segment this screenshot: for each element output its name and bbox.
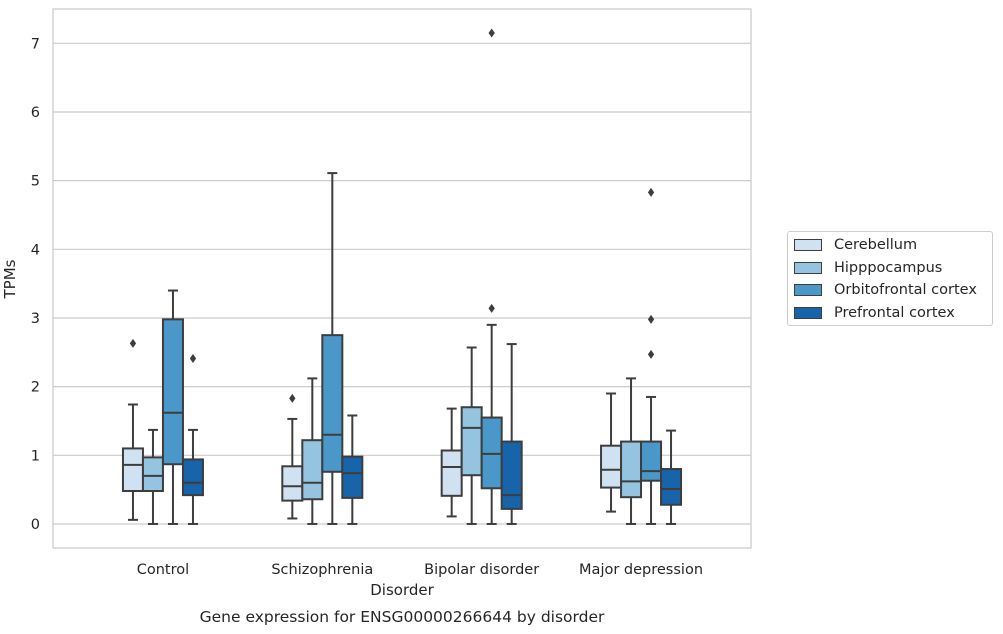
iqr-box-orbitofrontal-cortex-bipolar-disorder bbox=[480, 416, 503, 490]
box-hipppocampus-major-depression bbox=[620, 377, 643, 525]
iqr-box-cerebellum-bipolar-disorder bbox=[440, 449, 463, 497]
iqr-box-orbitofrontal-cortex-schizophrenia bbox=[321, 334, 344, 473]
box-cerebellum-bipolar-disorder bbox=[440, 407, 463, 518]
legend-item-cerebellum: Cerebellum bbox=[794, 236, 917, 254]
outlier-orbitofrontal-cortex-major-depression-1 bbox=[647, 314, 655, 324]
iqr-box-orbitofrontal-cortex-control bbox=[161, 318, 184, 466]
y-tick-label-2: 2 bbox=[31, 380, 40, 396]
legend-label-hippocampus: Hipppocampus bbox=[834, 260, 943, 276]
y-tick-label-1: 1 bbox=[31, 448, 40, 464]
chart-title: Gene expression for ENSG00000266644 by d… bbox=[200, 608, 605, 626]
x-axis-label: Disorder bbox=[370, 581, 434, 599]
iqr-box-cerebellum-control bbox=[121, 447, 144, 493]
iqr-box-hipppocampus-major-depression bbox=[620, 440, 643, 499]
legend-swatch-hippocampus bbox=[794, 262, 822, 274]
y-tick-labels: 0 1 2 3 4 5 6 7 bbox=[31, 36, 40, 533]
x-tick-label-major-depression: Major depression bbox=[579, 562, 703, 578]
legend-swatch-orbitofrontal-cortex bbox=[794, 284, 822, 296]
y-axis-label: TPMs bbox=[1, 259, 19, 299]
outlier-prefrontal-cortex-control-0 bbox=[189, 353, 197, 363]
box-orbitofrontal-cortex-major-depression bbox=[640, 187, 663, 525]
plot-area-frame bbox=[52, 8, 752, 549]
box-prefrontal-cortex-schizophrenia bbox=[341, 414, 364, 525]
outlier-cerebellum-schizophrenia-0 bbox=[289, 393, 296, 403]
legend-swatch-prefrontal-cortex bbox=[794, 307, 822, 319]
iqr-box-cerebellum-major-depression bbox=[600, 444, 623, 489]
box-orbitofrontal-cortex-bipolar-disorder bbox=[480, 28, 503, 525]
box-cerebellum-control bbox=[121, 338, 144, 521]
box-cerebellum-major-depression bbox=[600, 392, 623, 513]
x-tick-label-bipolar-disorder: Bipolar disorder bbox=[424, 562, 539, 578]
iqr-box-prefrontal-cortex-schizophrenia bbox=[341, 455, 364, 499]
legend-label-orbitofrontal-cortex: Orbitofrontal cortex bbox=[834, 282, 977, 298]
y-tick-label-5: 5 bbox=[31, 174, 40, 190]
iqr-box-hipppocampus-control bbox=[141, 456, 164, 493]
legend-swatch-cerebellum bbox=[794, 239, 822, 251]
box-hipppocampus-control bbox=[141, 428, 164, 525]
iqr-box-prefrontal-cortex-control bbox=[181, 458, 204, 497]
y-tick-label-7: 7 bbox=[31, 36, 40, 52]
x-tick-labels: Control Schizophrenia Bipolar disorder Majo… bbox=[137, 562, 703, 578]
box-orbitofrontal-cortex-schizophrenia bbox=[321, 172, 344, 525]
legend-label-prefrontal-cortex: Prefrontal cortex bbox=[834, 305, 955, 321]
legend: Cerebellum Hipppocampus Orbitofrontal co… bbox=[787, 231, 993, 326]
iqr-box-prefrontal-cortex-major-depression bbox=[660, 468, 683, 506]
x-tick-label-control: Control bbox=[137, 562, 189, 578]
legend-item-hippocampus: Hipppocampus bbox=[794, 259, 942, 277]
iqr-box-hipppocampus-schizophrenia bbox=[301, 439, 324, 501]
legend-label-cerebellum: Cerebellum bbox=[834, 237, 918, 253]
legend-item-prefrontal-cortex: Prefrontal cortex bbox=[794, 304, 955, 322]
y-tick-label-4: 4 bbox=[31, 242, 40, 258]
outlier-orbitofrontal-cortex-major-depression-2 bbox=[647, 187, 655, 197]
iqr-box-cerebellum-schizophrenia bbox=[281, 465, 304, 502]
box-prefrontal-cortex-major-depression bbox=[660, 429, 683, 525]
x-tick-label-schizophrenia: Schizophrenia bbox=[271, 562, 373, 578]
outlier-cerebellum-control-0 bbox=[129, 338, 137, 348]
iqr-box-prefrontal-cortex-bipolar-disorder bbox=[500, 440, 523, 510]
iqr-box-hipppocampus-bipolar-disorder bbox=[460, 406, 483, 477]
y-tick-label-0: 0 bbox=[31, 517, 40, 533]
box-prefrontal-cortex-bipolar-disorder bbox=[500, 343, 523, 525]
y-tick-label-6: 6 bbox=[31, 105, 40, 121]
box-prefrontal-cortex-control bbox=[181, 353, 204, 525]
box-hipppocampus-bipolar-disorder bbox=[460, 346, 483, 525]
outlier-orbitofrontal-cortex-bipolar-disorder-0 bbox=[488, 303, 495, 313]
iqr-box-orbitofrontal-cortex-major-depression bbox=[640, 440, 663, 482]
outlier-orbitofrontal-cortex-bipolar-disorder-1 bbox=[488, 28, 495, 38]
boxes-layer bbox=[121, 28, 683, 525]
box-hipppocampus-schizophrenia bbox=[301, 377, 324, 525]
y-tick-label-3: 3 bbox=[31, 311, 40, 327]
box-cerebellum-schizophrenia bbox=[281, 393, 304, 520]
legend-item-orbitofrontal-cortex: Orbitofrontal cortex bbox=[794, 281, 977, 299]
outlier-orbitofrontal-cortex-major-depression-0 bbox=[647, 349, 655, 359]
box-orbitofrontal-cortex-control bbox=[161, 289, 184, 525]
